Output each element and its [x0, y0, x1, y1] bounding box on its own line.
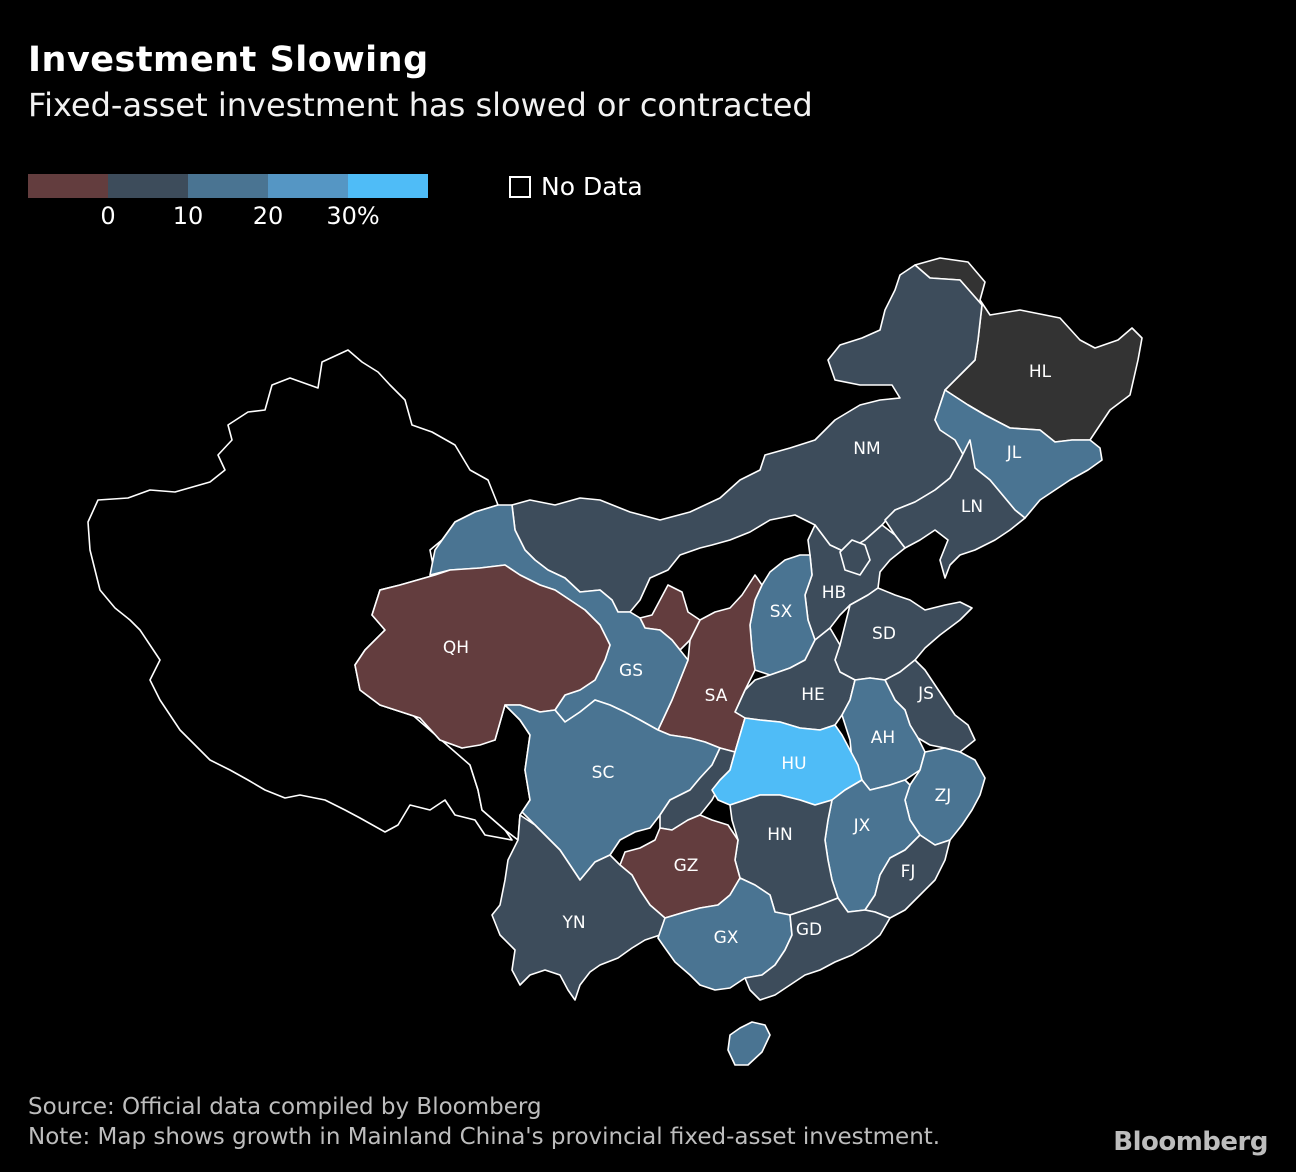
province-bj[interactable]	[839, 539, 871, 576]
legend-ticks: 0 10 20 30%	[28, 198, 428, 232]
label-sd: SD	[872, 624, 896, 644]
note-text: Note: Map shows growth in Mainland China…	[28, 1124, 941, 1150]
legend-swatches	[28, 174, 428, 198]
province-qh[interactable]	[354, 564, 611, 749]
province-ah[interactable]	[841, 677, 926, 791]
label-ln: LN	[961, 497, 983, 517]
legend-swatch-0-10	[108, 174, 188, 198]
bloomberg-logo: Bloomberg	[1113, 1127, 1268, 1157]
label-he: HE	[801, 685, 825, 705]
province-gd[interactable]	[744, 897, 891, 1001]
legend-swatch-negative	[28, 174, 108, 198]
no-data-label: No Data	[541, 172, 643, 201]
source-text: Source: Official data compiled by Bloomb…	[28, 1094, 542, 1120]
label-hb: HB	[822, 583, 846, 603]
legend-tick-0: 0	[100, 202, 116, 230]
label-zj: ZJ	[935, 786, 952, 806]
label-gd: GD	[796, 920, 822, 940]
label-sc: SC	[592, 763, 615, 783]
province-sd[interactable]	[834, 587, 973, 681]
label-jl: JL	[1006, 443, 1022, 463]
color-legend: 0 10 20 30%	[28, 174, 428, 232]
legend-swatch-20-30	[268, 174, 348, 198]
label-sx: SX	[770, 602, 793, 622]
label-qh: QH	[443, 638, 469, 658]
label-sa: SA	[705, 686, 728, 706]
label-yn: YN	[561, 913, 585, 933]
legend-tick-20: 20	[252, 202, 284, 230]
chart-title: Investment Slowing	[28, 40, 429, 80]
no-data-legend: No Data	[509, 172, 643, 201]
label-hn: HN	[767, 825, 793, 845]
label-js: JS	[917, 684, 934, 704]
chart-subtitle: Fixed-asset investment has slowed or con…	[28, 86, 813, 124]
label-nm: NM	[853, 439, 880, 459]
label-gs: GS	[619, 661, 643, 681]
province-nm[interactable]	[511, 264, 986, 613]
label-hu: HU	[781, 754, 806, 774]
label-jx: JX	[853, 816, 871, 836]
province-yn[interactable]	[491, 814, 666, 1001]
legend-tick-30: 30%	[326, 202, 380, 230]
label-ah: AH	[871, 728, 895, 748]
label-fj: FJ	[901, 862, 916, 882]
no-data-swatch	[509, 175, 531, 198]
legend-tick-10: 10	[172, 202, 204, 230]
legend-swatch-30-plus	[348, 174, 428, 198]
label-hl: HL	[1029, 362, 1052, 382]
province-hainan[interactable]	[727, 1021, 771, 1066]
footer-notes: Source: Official data compiled by Bloomb…	[28, 1092, 940, 1152]
province-cq[interactable]	[659, 747, 736, 831]
legend-swatch-10-20	[188, 174, 268, 198]
label-gx: GX	[714, 928, 739, 948]
label-gz: GZ	[674, 856, 699, 876]
